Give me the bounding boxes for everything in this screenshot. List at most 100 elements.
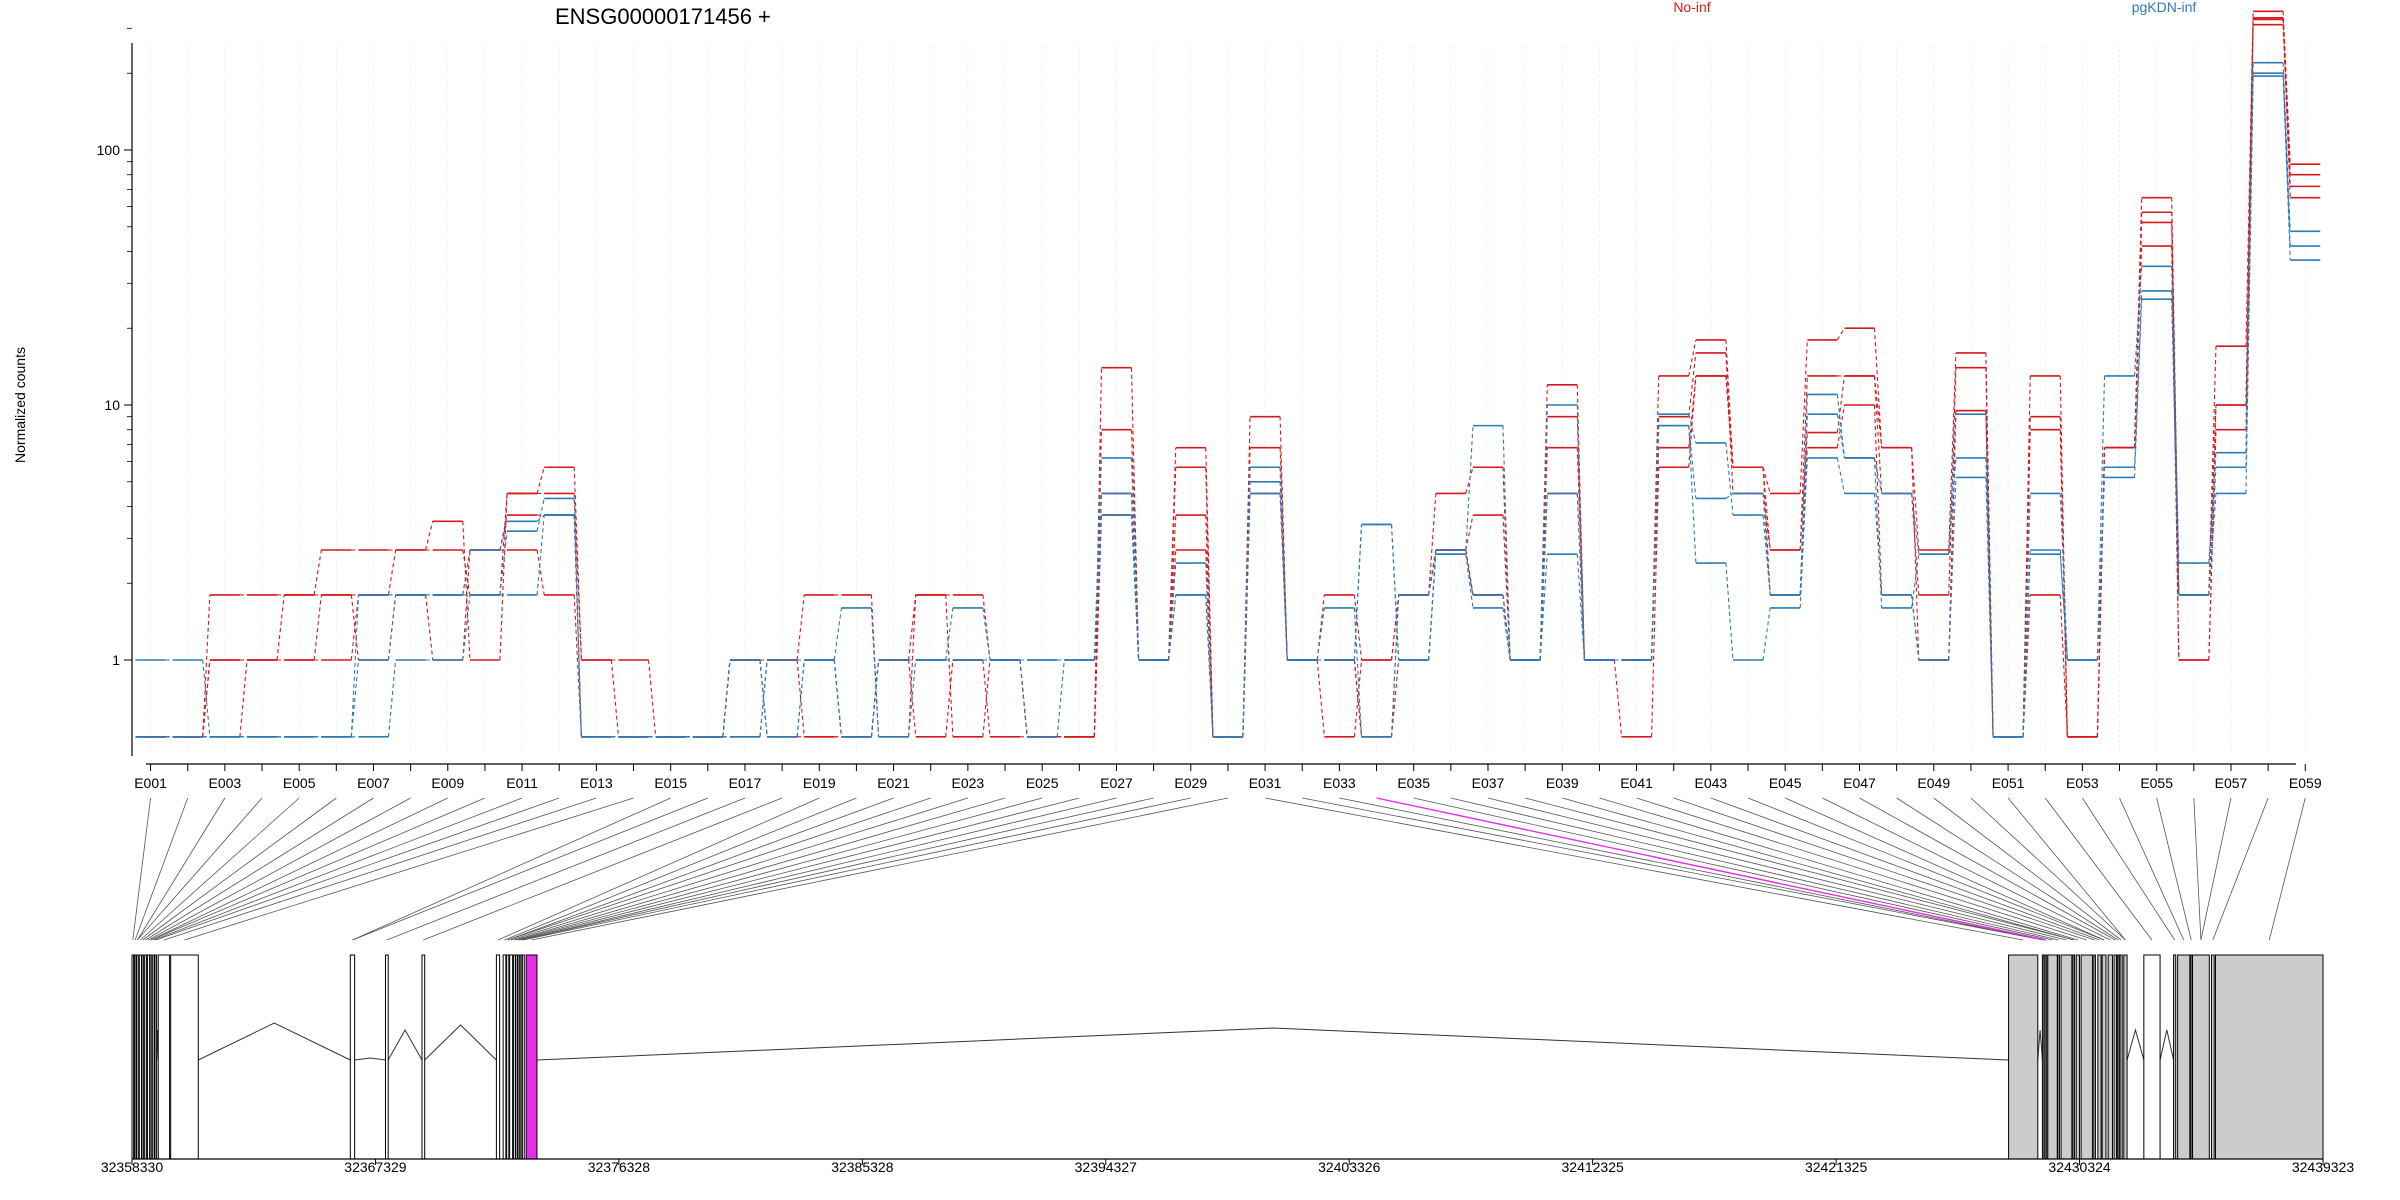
- series-link: [2282, 73, 2291, 247]
- series-link: [2096, 477, 2106, 661]
- exon-block: [170, 954, 199, 1160]
- series-link: [1836, 327, 1845, 341]
- series-link: [1762, 515, 1771, 595]
- connector: [2044, 797, 2153, 941]
- series-link: [2096, 375, 2106, 661]
- intron-line: [2037, 1029, 2043, 1061]
- connector: [386, 797, 746, 941]
- x-tick-label: E035: [1397, 775, 1430, 791]
- series-link: [1725, 352, 1734, 494]
- exon-block: [2192, 954, 2210, 1160]
- intron-line: [198, 1022, 351, 1061]
- series-link: [796, 659, 805, 737]
- series-link: [573, 467, 582, 661]
- connector: [1636, 797, 2087, 941]
- series-link: [2282, 17, 2291, 175]
- series-link: [499, 493, 508, 595]
- x-tick-label: E039: [1546, 775, 1579, 791]
- y-tick-label: 1: [112, 652, 120, 668]
- series-link: [1390, 659, 1400, 737]
- series-link: [1948, 477, 1957, 661]
- genome-tick-label: 32439323: [2292, 1159, 2355, 1175]
- series-link: [1836, 404, 1846, 448]
- series-link: [1428, 554, 1437, 661]
- connector: [137, 797, 263, 941]
- connector: [1413, 797, 2053, 941]
- connector: [1673, 797, 2095, 941]
- genome-tick-label: 32376328: [588, 1159, 651, 1175]
- series-link: [350, 594, 360, 661]
- intron-line: [2159, 1029, 2175, 1061]
- connector: [142, 797, 337, 941]
- series-link: [1911, 493, 1920, 555]
- series-link: [1576, 404, 1585, 661]
- series-link: [1390, 594, 1400, 737]
- connector: [1450, 797, 2059, 941]
- series-link: [1873, 404, 1883, 595]
- series-link: [647, 659, 657, 737]
- connector: [523, 797, 1191, 941]
- x-tick-label: E041: [1620, 775, 1653, 791]
- genome-tick-label: 32412325: [1562, 1159, 1625, 1175]
- exon-block: [2041, 954, 2045, 1160]
- series-link: [945, 607, 954, 661]
- x-tick-label: E013: [580, 775, 613, 791]
- series-link: [2245, 24, 2254, 430]
- connector: [423, 797, 783, 941]
- exon-block: [2113, 954, 2118, 1160]
- x-tick-label: E007: [357, 775, 390, 791]
- connector: [2212, 797, 2269, 941]
- series-link: [462, 549, 471, 595]
- series-link: [1873, 493, 1883, 595]
- exon-block: [138, 954, 142, 1160]
- series-link: [1911, 493, 1920, 595]
- series-link: [573, 515, 582, 737]
- series-link: [1502, 607, 1511, 661]
- series-link: [1093, 457, 1103, 661]
- series-link: [1428, 493, 1437, 595]
- x-tick-label: E023: [952, 775, 985, 791]
- connector: [504, 797, 857, 941]
- exon-block: [521, 954, 525, 1160]
- connector: [1487, 797, 2067, 941]
- exon-block: [421, 954, 426, 1160]
- series-link: [350, 594, 360, 737]
- connector: [184, 797, 634, 941]
- series-link: [1911, 447, 1920, 551]
- series-link: [1465, 514, 1474, 551]
- exon-block: [157, 954, 171, 1160]
- exon-block: [2097, 954, 2102, 1160]
- series-link: [759, 659, 768, 737]
- connector: [2119, 797, 2185, 941]
- x-tick-label: E001: [134, 775, 167, 791]
- series-link: [1873, 375, 1883, 448]
- series-link: [202, 594, 211, 737]
- series-link: [1279, 416, 1288, 661]
- series-link: [1316, 607, 1325, 661]
- legend-entry-pgkdn-inf: pgKDN-inf: [2132, 0, 2197, 15]
- series-link: [1093, 515, 1103, 661]
- series-link: [499, 531, 508, 595]
- chart-axes: 1 10 100 E001 E003 E005 E007 E009 E011 E013 E015 E0…: [97, 27, 2322, 791]
- connector: [514, 797, 1006, 941]
- series-lines: [135, 10, 2321, 738]
- series-link: [1353, 524, 1363, 661]
- series-link: [536, 514, 545, 522]
- series-link: [1725, 563, 1734, 661]
- connector: [140, 797, 300, 941]
- x-tick-label: E033: [1323, 775, 1356, 791]
- series-link: [1688, 375, 1697, 448]
- series-link: [610, 659, 620, 737]
- exon-block: [2047, 954, 2058, 1160]
- series-link: [2133, 266, 2143, 376]
- connector: [2082, 797, 2176, 941]
- series-link: [2022, 416, 2031, 737]
- connector: [150, 797, 448, 941]
- series-link: [202, 659, 211, 737]
- series-link: [1873, 457, 1883, 494]
- x-tick-label: E043: [1695, 775, 1728, 791]
- x-tick-label: E029: [1174, 775, 1207, 791]
- series-link: [1093, 515, 1103, 737]
- connector-highlighted: [1376, 797, 2047, 941]
- x-tick-label: E045: [1769, 775, 1802, 791]
